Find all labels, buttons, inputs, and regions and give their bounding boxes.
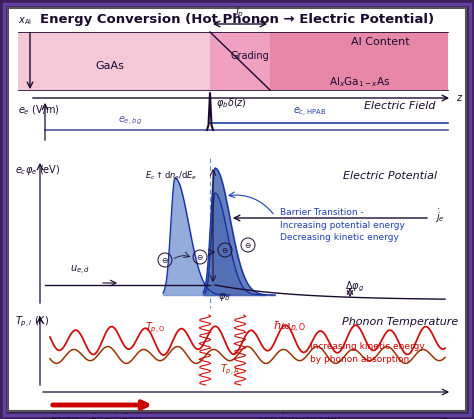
- Text: Barrier Transition -
Increasing potential energy
Decreasing kinetic energy: Barrier Transition - Increasing potentia…: [280, 208, 405, 242]
- Text: $\ominus$: $\ominus$: [244, 241, 252, 249]
- Text: GaAs: GaAs: [96, 61, 125, 71]
- Text: $\Delta\varphi_g$: $\Delta\varphi_g$: [346, 280, 365, 294]
- Text: Al Content: Al Content: [351, 37, 410, 47]
- Text: Energy Conversion (Hot Phonon → Electric Potential): Energy Conversion (Hot Phonon → Electric…: [40, 13, 434, 26]
- Text: $\mathrm{Al}_x\mathrm{Ga}_{1-x}\mathrm{As}$: $\mathrm{Al}_x\mathrm{Ga}_{1-x}\mathrm{A…: [329, 75, 391, 89]
- Text: p-p Interaction: p-p Interaction: [259, 412, 341, 419]
- Text: $e_{e,bg}$: $e_{e,bg}$: [118, 115, 142, 127]
- Text: $\varphi_b\delta(z)$: $\varphi_b\delta(z)$: [216, 96, 247, 110]
- Text: Phonon Temperature: Phonon Temperature: [342, 317, 458, 327]
- Text: Grading: Grading: [231, 51, 269, 61]
- Text: $T_{p,\mathrm{O}}$: $T_{p,\mathrm{O}}$: [145, 321, 165, 335]
- Text: $u_{e,d}$: $u_{e,d}$: [70, 264, 90, 277]
- Text: Electric Potential: Electric Potential: [343, 171, 437, 181]
- Text: $T_{p,i}$ (K): $T_{p,i}$ (K): [15, 315, 49, 329]
- Polygon shape: [210, 32, 270, 90]
- Text: $q_{\mathrm{supply}}=q_{p,\mathrm{A}}+q_{p,\mathrm{O}}$: $q_{\mathrm{supply}}=q_{p,\mathrm{A}}+q_…: [50, 410, 143, 419]
- Text: Increasing kinetic energy
by phonon absorption: Increasing kinetic energy by phonon abso…: [310, 342, 425, 364]
- Text: $e_e$ (V/m): $e_e$ (V/m): [18, 103, 60, 116]
- Text: $x_{\mathrm{Al}}$: $x_{\mathrm{Al}}$: [18, 15, 32, 27]
- Text: $z$: $z$: [456, 93, 463, 103]
- Text: $e_c\varphi_e$ (eV): $e_c\varphi_e$ (eV): [15, 163, 61, 177]
- Text: $e_{c,\mathrm{HPAB}}$: $e_{c,\mathrm{HPAB}}$: [293, 106, 327, 119]
- Bar: [18, 32, 210, 90]
- Text: $\varphi_b$: $\varphi_b$: [218, 291, 230, 303]
- Text: $T_{p,\mathrm{A}}$: $T_{p,\mathrm{A}}$: [220, 363, 240, 377]
- Text: $\hbar\omega_{p,\mathrm{O}}$: $\hbar\omega_{p,\mathrm{O}}$: [273, 320, 307, 336]
- Text: Electric Field: Electric Field: [364, 101, 436, 111]
- Text: $E_c\uparrow\mathrm{d}n_e/\mathrm{d}E_e$: $E_c\uparrow\mathrm{d}n_e/\mathrm{d}E_e$: [145, 170, 197, 182]
- Text: $\ominus$: $\ominus$: [221, 246, 229, 254]
- Bar: [210, 32, 448, 90]
- Text: $\dot{j}_e$: $\dot{j}_e$: [435, 207, 445, 225]
- Text: $l_p$: $l_p$: [236, 5, 245, 20]
- Text: $\ominus$: $\ominus$: [196, 253, 204, 261]
- Text: $\ominus$: $\ominus$: [161, 256, 169, 264]
